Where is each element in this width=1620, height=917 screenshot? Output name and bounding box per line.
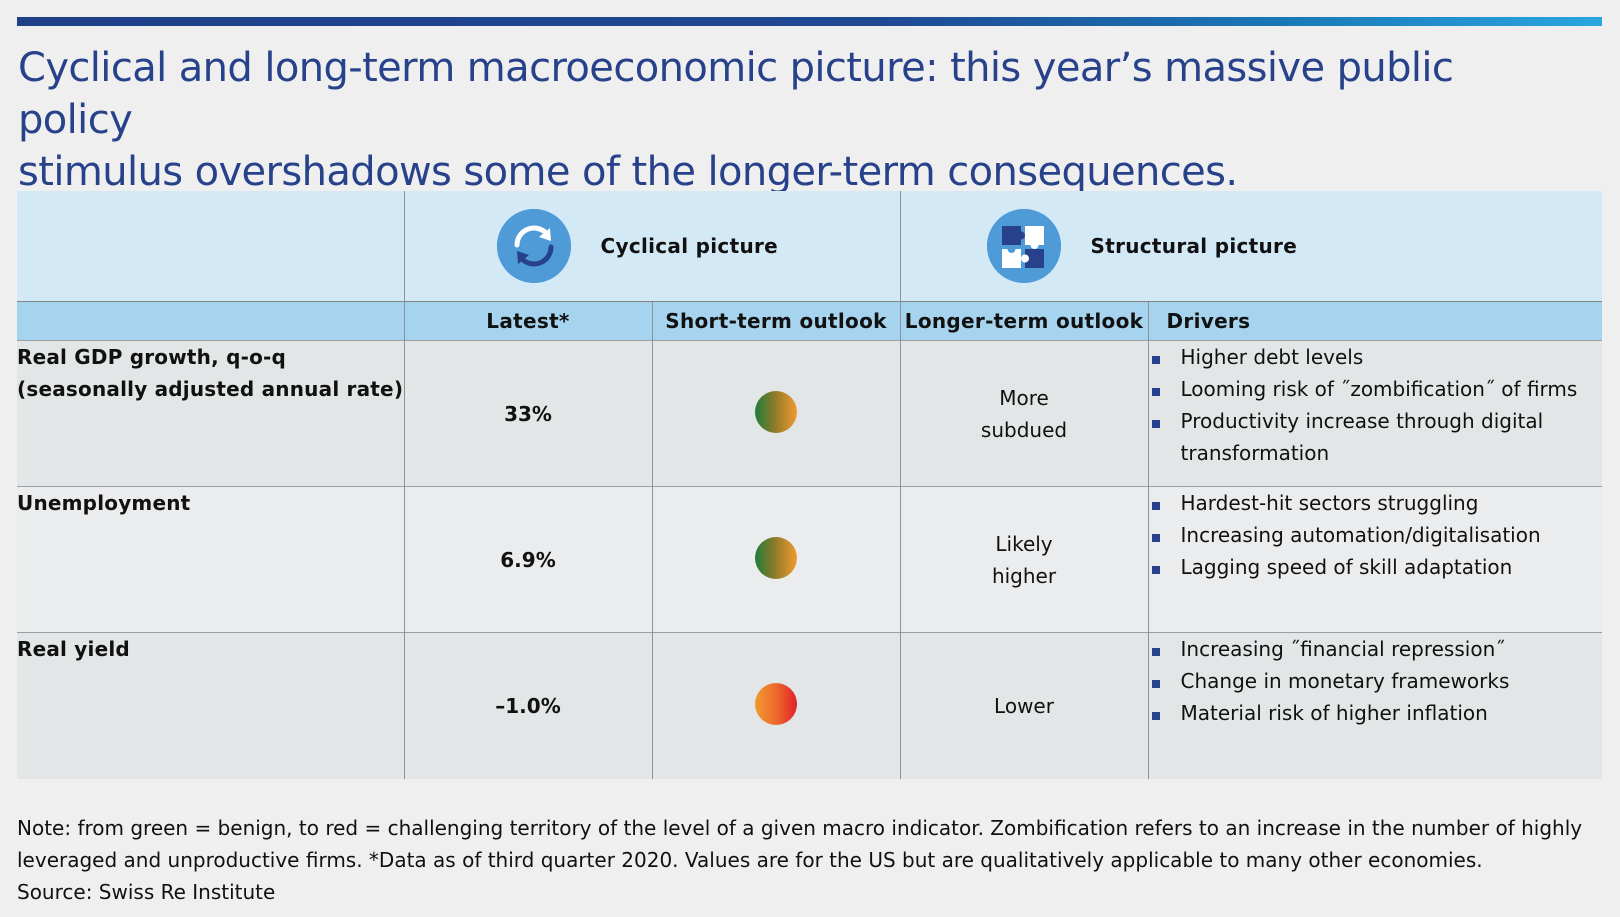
list-item: Hardest-hit sectors struggling <box>1149 487 1603 519</box>
indicator-line-1: Real GDP growth, q-o-q <box>17 345 287 369</box>
list-item: Looming risk of ˝zombification˝ of firms <box>1149 373 1603 405</box>
column-header-row: Latest* Short-term outlook Longer-term o… <box>17 301 1603 341</box>
status-dot-icon <box>755 390 797 433</box>
note-line-1: Note: from green = benign, to red = chal… <box>17 816 1583 840</box>
indicator-line-2: (seasonally adjusted annual rate) <box>17 377 404 401</box>
list-item: Higher debt levels <box>1149 341 1603 373</box>
outlook-line-1: Likely <box>995 531 1053 556</box>
list-item: Material risk of higher inflation <box>1149 697 1603 729</box>
indicator-label: Real GDP growth, q-o-q (seasonally adjus… <box>17 340 404 487</box>
cyclical-group-header: Cyclical picture <box>403 191 901 302</box>
cyclical-group-label: Cyclical picture <box>600 234 779 258</box>
empty-header-cell <box>17 191 404 302</box>
table-row: Real yield –1.0% Lower Increasing ˝finan… <box>17 632 1603 779</box>
list-item: Productivity increase through digital tra… <box>1149 405 1603 469</box>
indicator-label: Real yield <box>17 632 404 779</box>
drivers-cell: Increasing ˝financial repression˝ Change… <box>1147 632 1603 779</box>
driver-text-line-2: transformation <box>1180 441 1330 465</box>
table-row: Unemployment 6.9% Likely higher Hardest-… <box>17 486 1603 633</box>
column-header-longer-term: Longer-term outlook <box>899 301 1149 341</box>
title-line-1: Cyclical and long-term macroeconomic pic… <box>18 45 1454 143</box>
drivers-list: Increasing ˝financial repression˝ Change… <box>1149 633 1603 729</box>
column-header-latest: Latest* <box>403 301 652 341</box>
indicator-label: Unemployment <box>17 486 404 633</box>
footnote: Note: from green = benign, to red = chal… <box>17 812 1587 908</box>
longer-term-outlook: Lower <box>899 632 1149 779</box>
title-line-2: stimulus overshadows some of the longer-… <box>18 149 1238 195</box>
top-accent-bar <box>17 17 1602 26</box>
list-item: Increasing automation/digitalisation <box>1149 519 1603 551</box>
group-header-row: Cyclical picture <box>17 191 1603 302</box>
status-dot-icon <box>755 682 797 725</box>
page-title: Cyclical and long-term macroeconomic pic… <box>18 42 1578 198</box>
refresh-cycle-icon <box>496 209 571 283</box>
longer-term-outlook: Likely higher <box>899 486 1149 633</box>
list-item: Lagging speed of skill adaptation <box>1149 551 1603 583</box>
macro-table: Cyclical picture <box>17 191 1603 779</box>
column-header-drivers: Drivers <box>1147 301 1603 341</box>
source-line: Source: Swiss Re Institute <box>17 880 276 904</box>
blank-column-header <box>17 301 404 341</box>
puzzle-pieces-icon <box>986 209 1061 283</box>
driver-text-line-1: Productivity increase through digital <box>1180 409 1544 433</box>
list-item: Increasing ˝financial repression˝ <box>1149 633 1603 665</box>
drivers-list: Hardest-hit sectors struggling Increasin… <box>1149 487 1603 583</box>
list-item: Change in monetary frameworks <box>1149 665 1603 697</box>
drivers-list: Higher debt levels Looming risk of ˝zomb… <box>1149 341 1603 469</box>
outlook-line-1: More <box>999 385 1049 410</box>
outlook-line-2: higher <box>991 563 1057 588</box>
latest-value: 33% <box>403 340 652 487</box>
structural-group-label: Structural picture <box>1090 234 1298 258</box>
status-dot-icon <box>755 536 797 579</box>
short-term-cell <box>651 632 901 779</box>
drivers-cell: Higher debt levels Looming risk of ˝zomb… <box>1147 340 1603 487</box>
short-term-cell <box>651 486 901 633</box>
latest-value: 6.9% <box>403 486 652 633</box>
drivers-cell: Hardest-hit sectors struggling Increasin… <box>1147 486 1603 633</box>
structural-group-header: Structural picture <box>899 191 1603 302</box>
outlook-line-2: subdued <box>980 417 1068 442</box>
table-row: Real GDP growth, q-o-q (seasonally adjus… <box>17 340 1603 487</box>
longer-term-outlook: More subdued <box>899 340 1149 487</box>
note-line-2: leveraged and unproductive firms. *Data … <box>17 848 1483 872</box>
short-term-cell <box>651 340 901 487</box>
latest-value: –1.0% <box>403 632 652 779</box>
column-header-short-term: Short-term outlook <box>651 301 901 341</box>
